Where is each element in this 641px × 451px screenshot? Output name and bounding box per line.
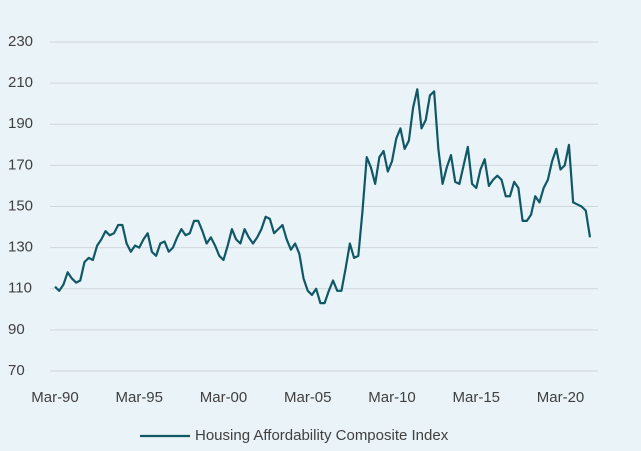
data-line: [54, 88, 592, 305]
y-tick-label: 90: [8, 321, 25, 338]
legend-label: Housing Affordability Composite Index: [195, 427, 449, 444]
x-tick-label: Mar-05: [284, 389, 332, 406]
y-tick-label: 190: [8, 115, 33, 132]
y-tick-label: 230: [8, 33, 33, 50]
y-tick-label: 210: [8, 74, 33, 91]
y-tick-label: 70: [8, 362, 25, 379]
y-tick-label: 130: [8, 239, 33, 256]
y-tick-label: 110: [8, 280, 32, 297]
x-tick-label: Mar-95: [115, 389, 163, 406]
x-tick-label: Mar-00: [200, 389, 248, 406]
x-tick-label: Mar-20: [537, 389, 585, 406]
x-tick-label: Mar-10: [368, 389, 416, 406]
y-tick-label: 170: [8, 156, 33, 173]
y-tick-label: 150: [8, 197, 33, 214]
x-tick-label: Mar-15: [453, 389, 501, 406]
x-tick-label: Mar-90: [31, 389, 79, 406]
